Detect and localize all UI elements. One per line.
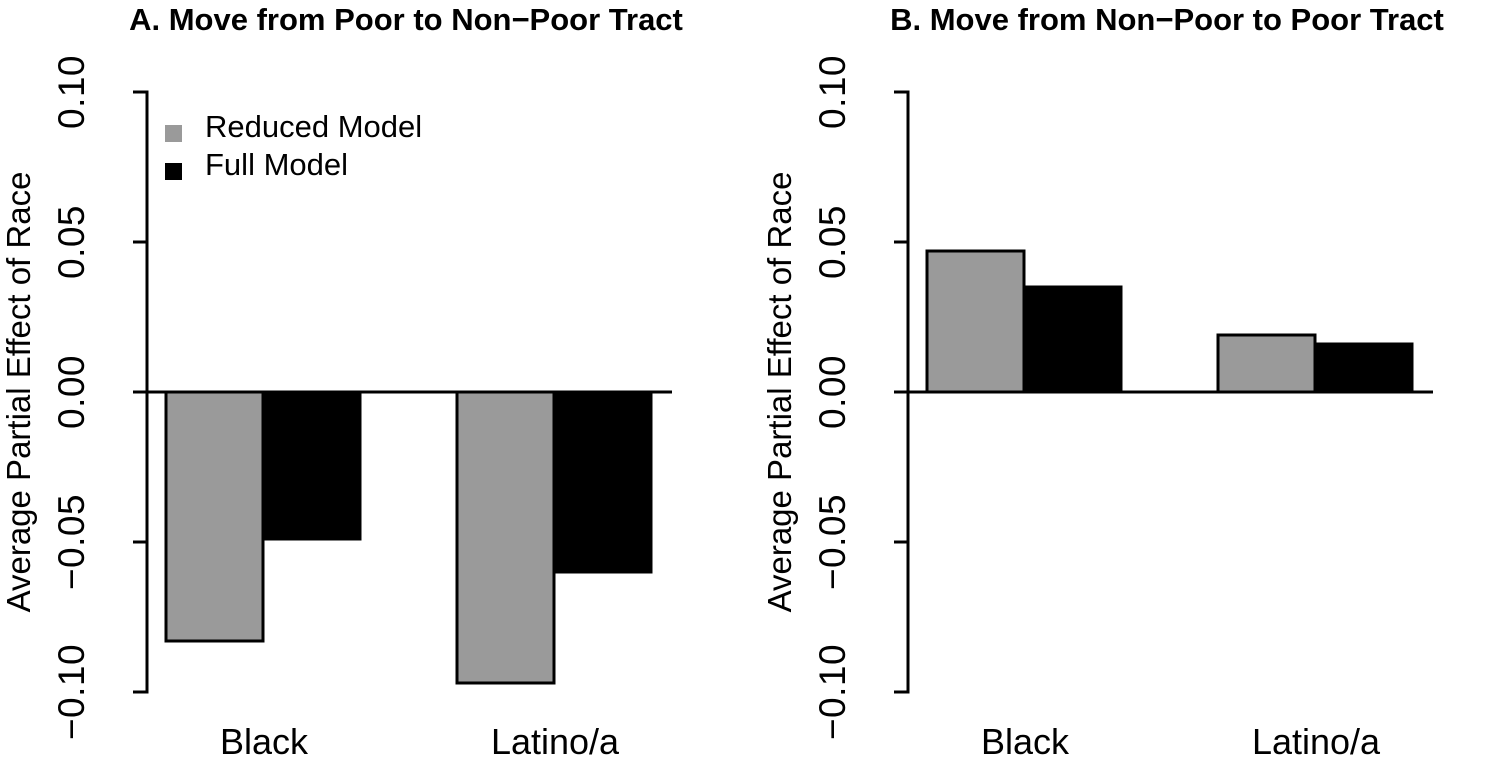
bar-full-model-latinoa (1313, 342, 1414, 394)
bar-reduced-model-black (925, 249, 1026, 394)
bar-full-model-black (261, 390, 362, 541)
legend-swatch-reduced-model (165, 125, 182, 142)
legend-label-reduced-model: Reduced Model (205, 109, 423, 144)
legend-swatch-full-model (165, 163, 182, 180)
panel-a-category-label-black: Black (219, 721, 309, 762)
bar-full-model-latinoa (552, 390, 653, 574)
panel-a: A. Move from Poor to Non−Poor Tract Aver… (0, 0, 745, 763)
bar-reduced-model-black (164, 390, 265, 643)
panel-a-title: A. Move from Poor to Non−Poor Tract (129, 2, 683, 37)
panel-b: B. Move from Non−Poor to Poor Tract Aver… (761, 0, 1500, 763)
bar-reduced-model-latinoa (1216, 333, 1317, 394)
bar-reduced-model-latinoa (455, 390, 556, 685)
panel-b-category-label-latino: Latino/a (1251, 721, 1381, 762)
panel-a-plot-area (133, 90, 672, 694)
panel-a-category-label-latino: Latino/a (490, 721, 620, 762)
panel-b-title: B. Move from Non−Poor to Poor Tract (890, 2, 1444, 37)
panel-b-plot-area (894, 90, 1433, 694)
legend-label-full-model: Full Model (205, 147, 348, 182)
bar-full-model-black (1022, 285, 1123, 394)
panel-b-category-label-black: Black (980, 721, 1070, 762)
